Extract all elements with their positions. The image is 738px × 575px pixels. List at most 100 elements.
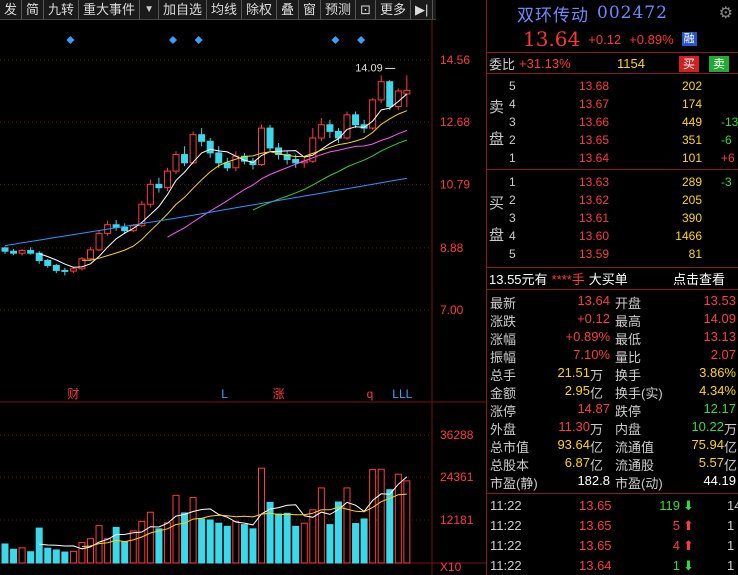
candle [377, 75, 385, 104]
stat-number-2: 44.19 [703, 473, 736, 488]
candle [1, 246, 9, 254]
tick-list: 11:2213.65119⬇1411:2213.655⬆111:2213.654… [487, 494, 738, 575]
level-number: 5 [509, 247, 516, 261]
volume-bar [146, 511, 154, 564]
event-marker[interactable]: 财 [67, 387, 79, 401]
volume-bar [394, 473, 402, 564]
level-price: 13.66 [579, 115, 610, 129]
event-marker[interactable]: L [221, 387, 228, 401]
toolbar-item-12[interactable]: 更多 [376, 0, 411, 19]
candle [198, 128, 206, 147]
price-change: +0.12 [588, 31, 622, 47]
level-price: 13.64 [579, 151, 610, 165]
volume-bar [121, 540, 129, 564]
candle [343, 111, 351, 140]
toolbar-item-11[interactable]: ⊡ [356, 0, 376, 19]
event-marker[interactable]: q [367, 387, 374, 401]
volume-bars [1, 467, 411, 564]
volume-bar [87, 538, 94, 564]
toolbar-item-3[interactable]: 重大事件 [79, 0, 141, 19]
weibi-diff: 1154 [617, 55, 645, 71]
toolbar-item-9[interactable]: 窗 [299, 0, 322, 19]
volume-bar [78, 542, 86, 564]
ma10-line [81, 110, 408, 261]
bid-level-3[interactable]: 3 13.61 390 [487, 209, 738, 227]
candle [52, 263, 60, 274]
stat-number: 14.87 [577, 401, 610, 416]
tick-count: 1 [727, 518, 735, 533]
event-diamond-icon[interactable] [194, 36, 203, 44]
toolbar-item-8[interactable]: 叠 [277, 0, 300, 19]
toolbar-item-7[interactable]: 除权 [242, 0, 278, 19]
price-axis-tick: 12.68 [440, 115, 470, 129]
stat-row: 金额 2.95 亿换手(实) 4.34% [487, 382, 738, 401]
sell-button[interactable]: 卖 [709, 56, 729, 72]
stat-label: 振幅 [490, 350, 517, 365]
toolbar-item-13[interactable]: ▶| [411, 0, 434, 19]
volume-bar [240, 524, 248, 564]
stat-value-2: 10.22 万 [691, 419, 737, 437]
candle [249, 157, 257, 170]
level-price: 13.59 [579, 247, 610, 261]
volume-bar [1, 543, 9, 564]
ma20-line [167, 130, 408, 238]
event-diamond-icon[interactable] [331, 36, 340, 44]
event-diamond-icon[interactable] [357, 36, 366, 44]
stat-value-2: 2.07 [711, 347, 736, 362]
big-buy-link[interactable]: 点击查看 [673, 272, 726, 287]
volume-bar [360, 518, 368, 564]
ask-level-4[interactable]: 4 13.67 174 [487, 95, 738, 113]
event-diamond-icon[interactable] [66, 36, 75, 44]
bid-level-5[interactable]: 5 13.59 81 [487, 245, 738, 263]
bid-level-2[interactable]: 2 13.62 205 [487, 191, 738, 209]
stock-name: 双环传动 [517, 5, 589, 26]
bid-level-1[interactable]: 1 13.63 289 -3 [487, 173, 738, 191]
event-marker[interactable]: 涨 [273, 386, 285, 401]
stat-label-2: 流通值 [615, 440, 655, 455]
level-price: 13.65 [579, 133, 610, 147]
stat-value: 11.30 万 [558, 419, 603, 437]
down-arrow-icon: ⬇ [683, 558, 694, 573]
ask-level-5[interactable]: 5 13.68 202 [487, 77, 738, 95]
volume-bar [44, 547, 52, 564]
toolbar-item-4[interactable]: ▼ [140, 0, 159, 19]
ask-side-label-2: 盘 [489, 131, 505, 148]
bid-level-4[interactable]: 4 13.60 1466 [487, 227, 738, 245]
toolbar-item-6[interactable]: 均线 [207, 0, 242, 19]
stats-grid: 最新 13.64 开盘 13.53 涨跌 +0.12 最高 14.09 涨幅 +0.89% 最低 13… [487, 290, 738, 494]
weibi-label: 委比 [489, 56, 516, 72]
stat-label-2: 最低 [615, 332, 642, 347]
volume-bar [35, 527, 43, 564]
toolbar-item-5[interactable]: 加自选 [159, 0, 207, 19]
toolbar-item-2[interactable]: 九转 [44, 0, 80, 19]
big-buy-text: 13.55元有 [489, 272, 548, 287]
stat-value: 21.51 万 [557, 365, 603, 383]
level-number: 4 [509, 97, 516, 111]
gear-icon[interactable]: ⚙ [718, 3, 734, 22]
volume-bar [317, 487, 325, 564]
ask-level-1[interactable]: 1 13.64 101 +6 [487, 149, 738, 167]
stat-number-2: 3.86% [699, 365, 736, 380]
volume-bar [292, 525, 300, 564]
volume-bar [223, 525, 231, 564]
toolbar-item-1[interactable]: 简 [22, 0, 45, 19]
toolbar-item-10[interactable]: 预测 [321, 0, 357, 19]
event-diamond-icon[interactable] [169, 36, 177, 44]
event-marker[interactable]: LLL [392, 387, 412, 401]
stat-number-2: 5.57 [698, 455, 724, 470]
tick-time: 11:22 [490, 518, 522, 533]
stat-label-2: 开盘 [615, 296, 642, 311]
stat-unit: 亿 [590, 440, 604, 455]
volume-bar [61, 551, 69, 564]
ask-level-2[interactable]: 2 13.65 351 -6 [487, 131, 738, 149]
level-delta: +6 [721, 151, 735, 165]
kline-chart[interactable]: 14.56 12.68 10.79 8.88 7.00 36288 24361 12181 X1… [0, 20, 486, 575]
candle [78, 257, 86, 271]
buy-button[interactable]: 买 [679, 56, 699, 72]
ask-level-3[interactable]: 3 13.66 449 -13 [487, 113, 738, 131]
quote-panel: 双环传动 002472 ⚙ 13.64 +0.12 +0.89% 融 委比 +3… [486, 0, 738, 575]
stock-code: 002472 [597, 3, 668, 23]
toolbar-item-0[interactable]: 发 [0, 0, 23, 19]
toolbar-item-14[interactable]: ▼ [433, 0, 436, 19]
candle [181, 146, 189, 167]
